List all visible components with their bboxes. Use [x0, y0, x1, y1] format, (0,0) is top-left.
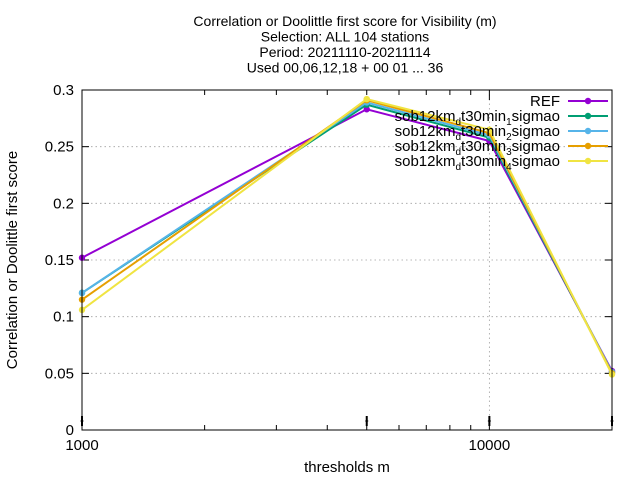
legend-marker: [584, 97, 592, 105]
title-line: Period: 20211110-20211114: [259, 44, 430, 60]
data-point: [363, 95, 370, 103]
y-tick-label: 0.05: [45, 365, 74, 382]
x-tick-label: 10000: [469, 437, 511, 454]
legend-marker: [584, 157, 592, 165]
legend-label: sob12kmdt30min2sigmao: [395, 123, 560, 143]
data-point: [363, 106, 370, 113]
y-tick-label: 0.3: [53, 82, 74, 99]
plot-frame: [81, 89, 613, 431]
legend-label: sob12kmdt30min1sigmao: [395, 108, 560, 128]
y-tick-label: 0.2: [53, 195, 74, 212]
series-line: [81, 98, 613, 375]
x-axis-label: thresholds m: [304, 459, 390, 476]
y-axis-label: Correlation or Doolittle first score: [4, 151, 21, 369]
legend-marker: [584, 127, 592, 135]
legend-label: sob12kmdt30min3sigmao: [395, 138, 560, 158]
series-group: [78, 95, 616, 378]
chart-title: Correlation or Doolittle first score for…: [193, 13, 496, 76]
title-line: Correlation or Doolittle first score for…: [193, 13, 496, 29]
legend-marker: [584, 142, 592, 150]
legend-marker: [584, 112, 592, 120]
title-line: Used 00,06,12,18 + 00 01 ... 36: [247, 60, 444, 76]
legend-label: REF: [530, 93, 560, 110]
data-point: [486, 126, 493, 133]
y-tick-label: 0: [66, 422, 74, 439]
title-line: Selection: ALL 104 stations: [261, 29, 429, 45]
x-tick-label: 1000: [65, 437, 98, 454]
legend: REFsob12kmdt30min1sigmaosob12kmdt30min2s…: [395, 93, 608, 173]
y-tick-label: 0.15: [45, 252, 74, 269]
legend-label: sob12kmdt30min4sigmao: [395, 153, 560, 173]
y-tick-label: 0.1: [53, 309, 74, 326]
y-tick-label: 0.25: [45, 139, 74, 156]
